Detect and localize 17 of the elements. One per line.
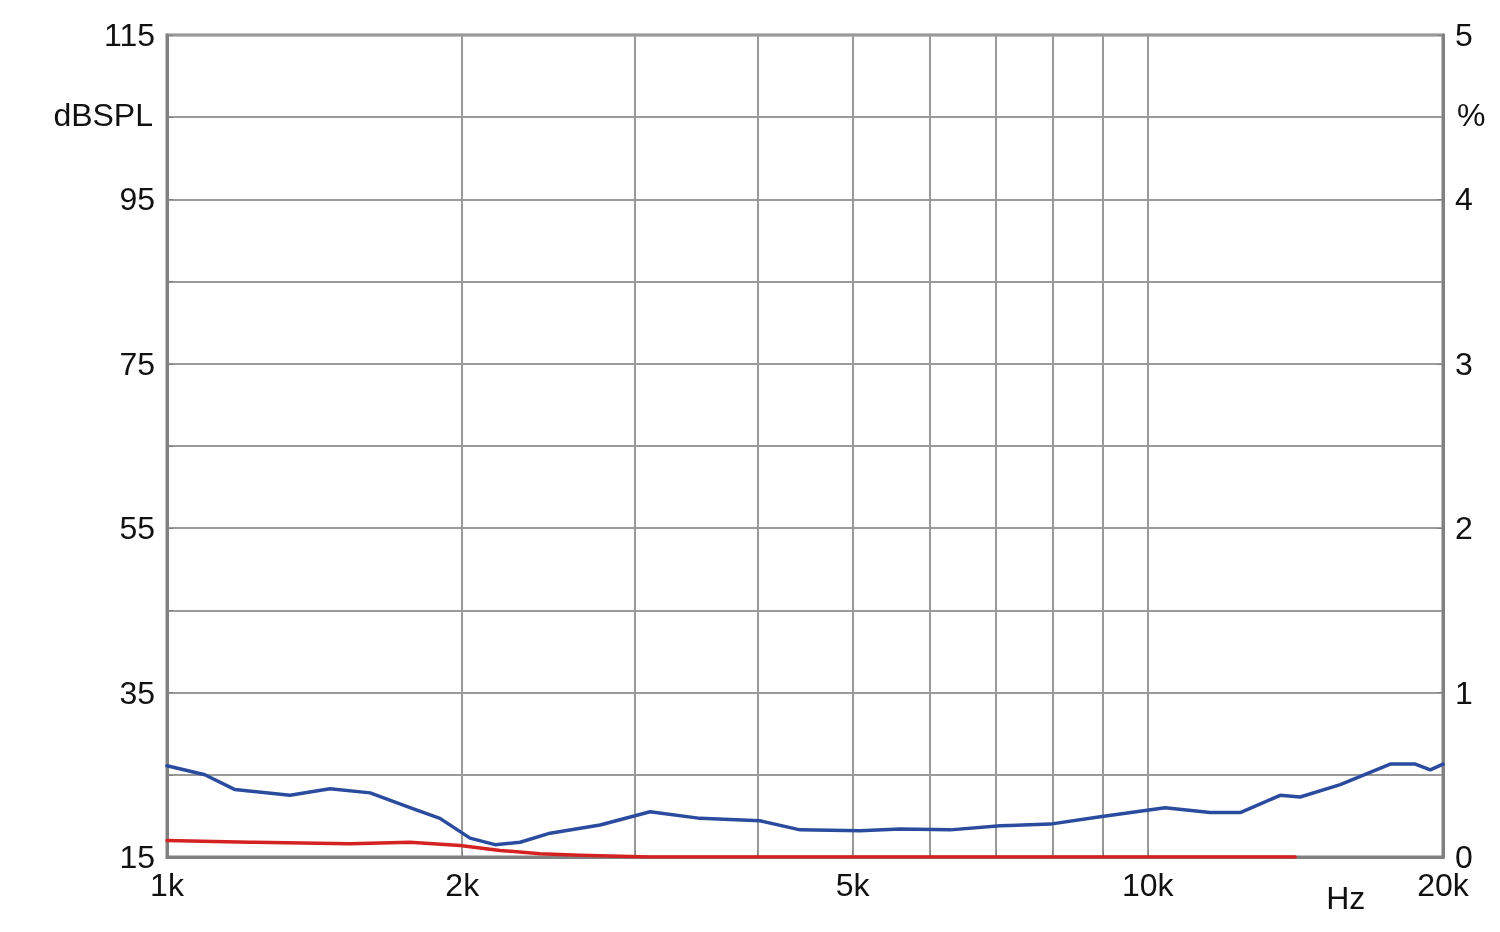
x-tick-label: 5k	[835, 867, 871, 903]
x-tick-label: 2k	[445, 867, 481, 903]
y-tick-label: 95	[119, 181, 155, 218]
y-tick-label: 35	[119, 674, 155, 711]
y2-tick-label: 3	[1455, 345, 1473, 382]
y-tick-label: 55	[119, 510, 155, 547]
x-tick-label: 20k	[1417, 867, 1470, 903]
y-axis-title: dBSPL	[53, 97, 153, 134]
y2-axis-title: %	[1457, 97, 1486, 134]
y2-tick-label: 4	[1455, 181, 1473, 218]
x-axis-title: Hz	[1326, 880, 1366, 916]
y2-tick-label: 1	[1455, 674, 1473, 711]
x-tick-label: 10k	[1121, 867, 1175, 903]
y-tick-label: 75	[119, 345, 155, 382]
y2-tick-label: 5	[1455, 17, 1473, 53]
y2-tick-label: 2	[1455, 510, 1473, 547]
y-tick-label: 115	[103, 17, 155, 53]
